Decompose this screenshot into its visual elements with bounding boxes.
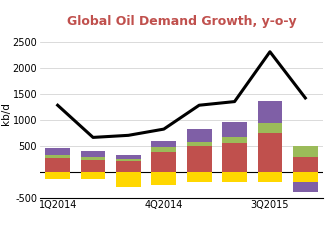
Bar bbox=[222, 172, 247, 182]
Bar bbox=[257, 123, 282, 133]
Bar bbox=[187, 141, 211, 146]
Bar bbox=[116, 161, 141, 172]
Bar bbox=[45, 154, 70, 158]
Bar bbox=[222, 143, 247, 172]
Bar bbox=[187, 146, 211, 172]
Bar bbox=[257, 101, 282, 123]
Bar bbox=[45, 172, 70, 180]
Bar bbox=[116, 159, 141, 161]
Bar bbox=[81, 172, 106, 180]
Bar bbox=[152, 141, 176, 147]
Bar bbox=[116, 172, 141, 187]
Bar bbox=[81, 157, 106, 160]
Bar bbox=[152, 152, 176, 172]
Bar bbox=[81, 151, 106, 157]
Bar bbox=[81, 160, 106, 172]
Bar bbox=[293, 182, 318, 192]
Bar bbox=[222, 122, 247, 137]
Title: Global Oil Demand Growth, y-o-y: Global Oil Demand Growth, y-o-y bbox=[67, 15, 296, 28]
Bar bbox=[293, 146, 318, 157]
Bar bbox=[152, 172, 176, 185]
Bar bbox=[187, 129, 211, 141]
Bar bbox=[187, 172, 211, 182]
Bar bbox=[45, 158, 70, 172]
Bar bbox=[293, 157, 318, 172]
Y-axis label: kb/d: kb/d bbox=[1, 102, 11, 125]
Bar bbox=[222, 137, 247, 143]
Bar bbox=[152, 147, 176, 152]
Bar bbox=[257, 172, 282, 182]
Bar bbox=[257, 133, 282, 172]
Bar bbox=[116, 155, 141, 159]
Bar bbox=[293, 172, 318, 182]
Bar bbox=[45, 148, 70, 154]
